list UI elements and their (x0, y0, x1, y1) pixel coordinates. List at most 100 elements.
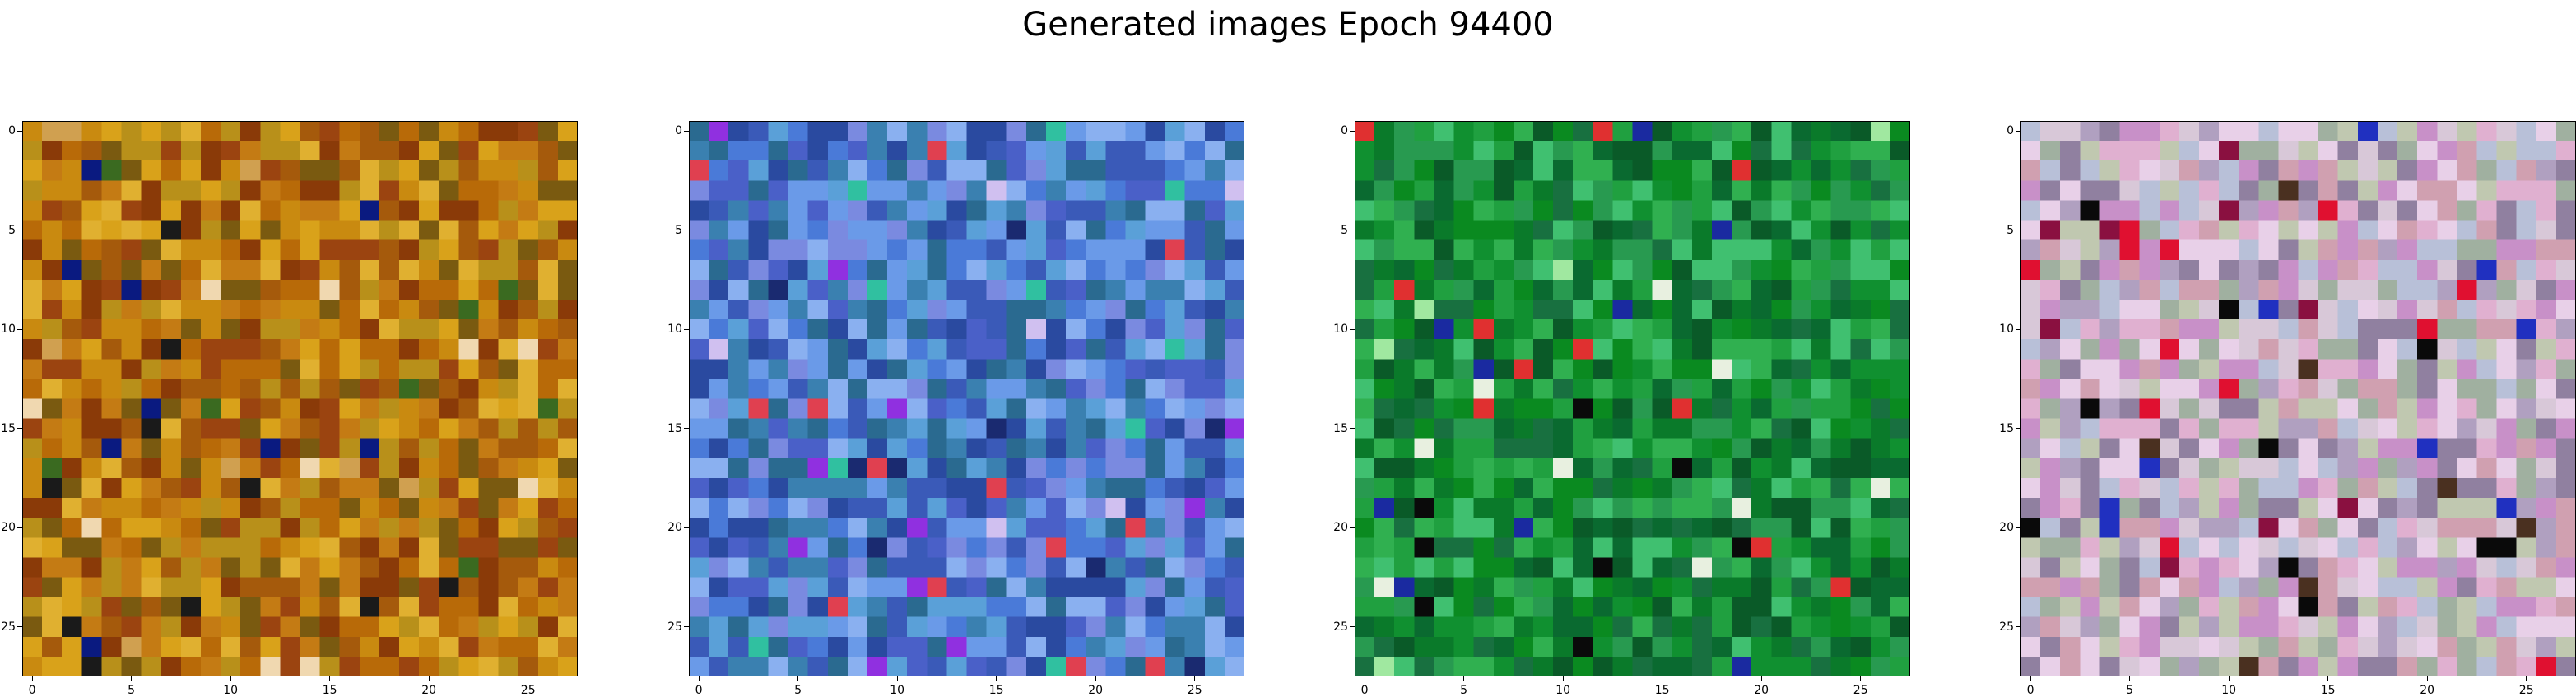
x-tick (2327, 676, 2329, 681)
axes-frame (1355, 121, 1910, 676)
y-tick (17, 328, 22, 330)
y-tick (2016, 626, 2020, 628)
x-tick-label: 5 (2126, 684, 2134, 697)
y-tick (1350, 428, 1355, 430)
x-tick-label: 10 (1555, 684, 1571, 697)
y-tick-label: 0 (2006, 124, 2014, 138)
x-tick (131, 676, 133, 681)
image-grid (2020, 121, 2576, 676)
x-tick (1095, 676, 1096, 681)
y-tick (684, 328, 689, 330)
x-tick-label: 0 (695, 684, 703, 697)
y-tick-label: 25 (667, 620, 682, 634)
x-tick-label: 25 (2518, 684, 2534, 697)
y-tick (684, 428, 689, 430)
image-panel-1: 0 5 10 15 20 25 0 5 10 15 20 25 (1, 121, 578, 697)
y-tick-label: 5 (8, 223, 16, 237)
y-tick-label: 15 (667, 421, 682, 435)
y-tick-label: 25 (1, 620, 16, 634)
x-tick-label: 0 (2026, 684, 2034, 697)
axes-frame (689, 121, 1244, 676)
y-tick-label: 5 (2006, 223, 2014, 237)
x-tick-label: 15 (988, 684, 1004, 697)
x-tick (1562, 676, 1564, 681)
y-tick (17, 626, 22, 628)
x-tick (996, 676, 997, 681)
image-grid (689, 121, 1244, 676)
y-tick-label: 20 (1333, 521, 1348, 535)
y-tick-label: 20 (1999, 521, 2014, 535)
y-tick (684, 130, 689, 132)
y-tick-label: 5 (675, 223, 682, 237)
x-tick (896, 676, 898, 681)
y-tick (17, 527, 22, 528)
x-tick (2129, 676, 2131, 681)
x-tick-label: 25 (1853, 684, 1868, 697)
y-tick (2016, 328, 2020, 330)
x-tick-label: 25 (520, 684, 536, 697)
x-tick-label: 5 (794, 684, 802, 697)
x-tick-label: 10 (223, 684, 239, 697)
x-tick (797, 676, 799, 681)
x-tick (2030, 676, 2031, 681)
y-tick (1350, 626, 1355, 628)
x-tick-label: 20 (2420, 684, 2435, 697)
y-tick-label: 10 (667, 323, 682, 337)
x-tick (329, 676, 331, 681)
y-tick-label: 20 (1, 521, 16, 535)
x-tick-label: 10 (2221, 684, 2237, 697)
x-tick-label: 20 (1088, 684, 1104, 697)
figure-title: Generated images Epoch 94400 (1022, 6, 1554, 44)
y-tick-label: 25 (1333, 620, 1348, 634)
y-tick (17, 130, 22, 132)
x-tick-label: 0 (28, 684, 36, 697)
x-tick (698, 676, 700, 681)
x-tick (1760, 676, 1762, 681)
image-grid (22, 121, 578, 676)
x-tick-label: 15 (2320, 684, 2336, 697)
image-panel-4: 0 5 10 15 20 25 0 5 10 15 20 25 (1999, 121, 2576, 697)
x-tick (2228, 676, 2230, 681)
y-tick (684, 527, 689, 528)
x-tick-label: 20 (1754, 684, 1769, 697)
x-tick (1860, 676, 1862, 681)
x-tick-label: 20 (421, 684, 437, 697)
x-tick-label: 5 (1460, 684, 1468, 697)
y-tick-label: 10 (1, 323, 16, 337)
y-tick-label: 15 (1, 421, 16, 435)
y-tick (1350, 527, 1355, 528)
x-tick (2526, 676, 2527, 681)
axes-frame (22, 121, 578, 676)
y-tick-label: 15 (1999, 421, 2014, 435)
y-tick-label: 10 (1999, 323, 2014, 337)
y-tick (1350, 328, 1355, 330)
x-tick (2426, 676, 2428, 681)
x-tick (230, 676, 231, 681)
y-tick-label: 0 (8, 124, 16, 138)
x-tick (1194, 676, 1196, 681)
y-tick-label: 0 (1341, 124, 1348, 138)
y-tick-label: 0 (675, 124, 682, 138)
image-grid (1355, 121, 1910, 676)
y-tick-label: 10 (1333, 323, 1348, 337)
y-tick (2016, 527, 2020, 528)
y-tick (2016, 428, 2020, 430)
x-tick-label: 15 (1654, 684, 1670, 697)
y-tick-label: 20 (667, 521, 682, 535)
x-tick (428, 676, 430, 681)
x-tick (1463, 676, 1465, 681)
y-tick-label: 25 (1999, 620, 2014, 634)
y-tick (17, 428, 22, 430)
axes-frame (2020, 121, 2576, 676)
x-tick-label: 25 (1187, 684, 1202, 697)
y-tick-label: 15 (1333, 421, 1348, 435)
y-tick (1350, 130, 1355, 132)
y-tick-label: 5 (1341, 223, 1348, 237)
y-tick (684, 626, 689, 628)
x-tick-label: 15 (322, 684, 337, 697)
x-tick-label: 10 (890, 684, 905, 697)
image-panel-2: 0 5 10 15 20 25 0 5 10 15 20 25 (667, 121, 1244, 697)
image-panel-3: 0 5 10 15 20 25 0 5 10 15 20 25 (1333, 121, 1910, 697)
x-tick-label: 0 (1360, 684, 1369, 697)
y-tick (2016, 130, 2020, 132)
